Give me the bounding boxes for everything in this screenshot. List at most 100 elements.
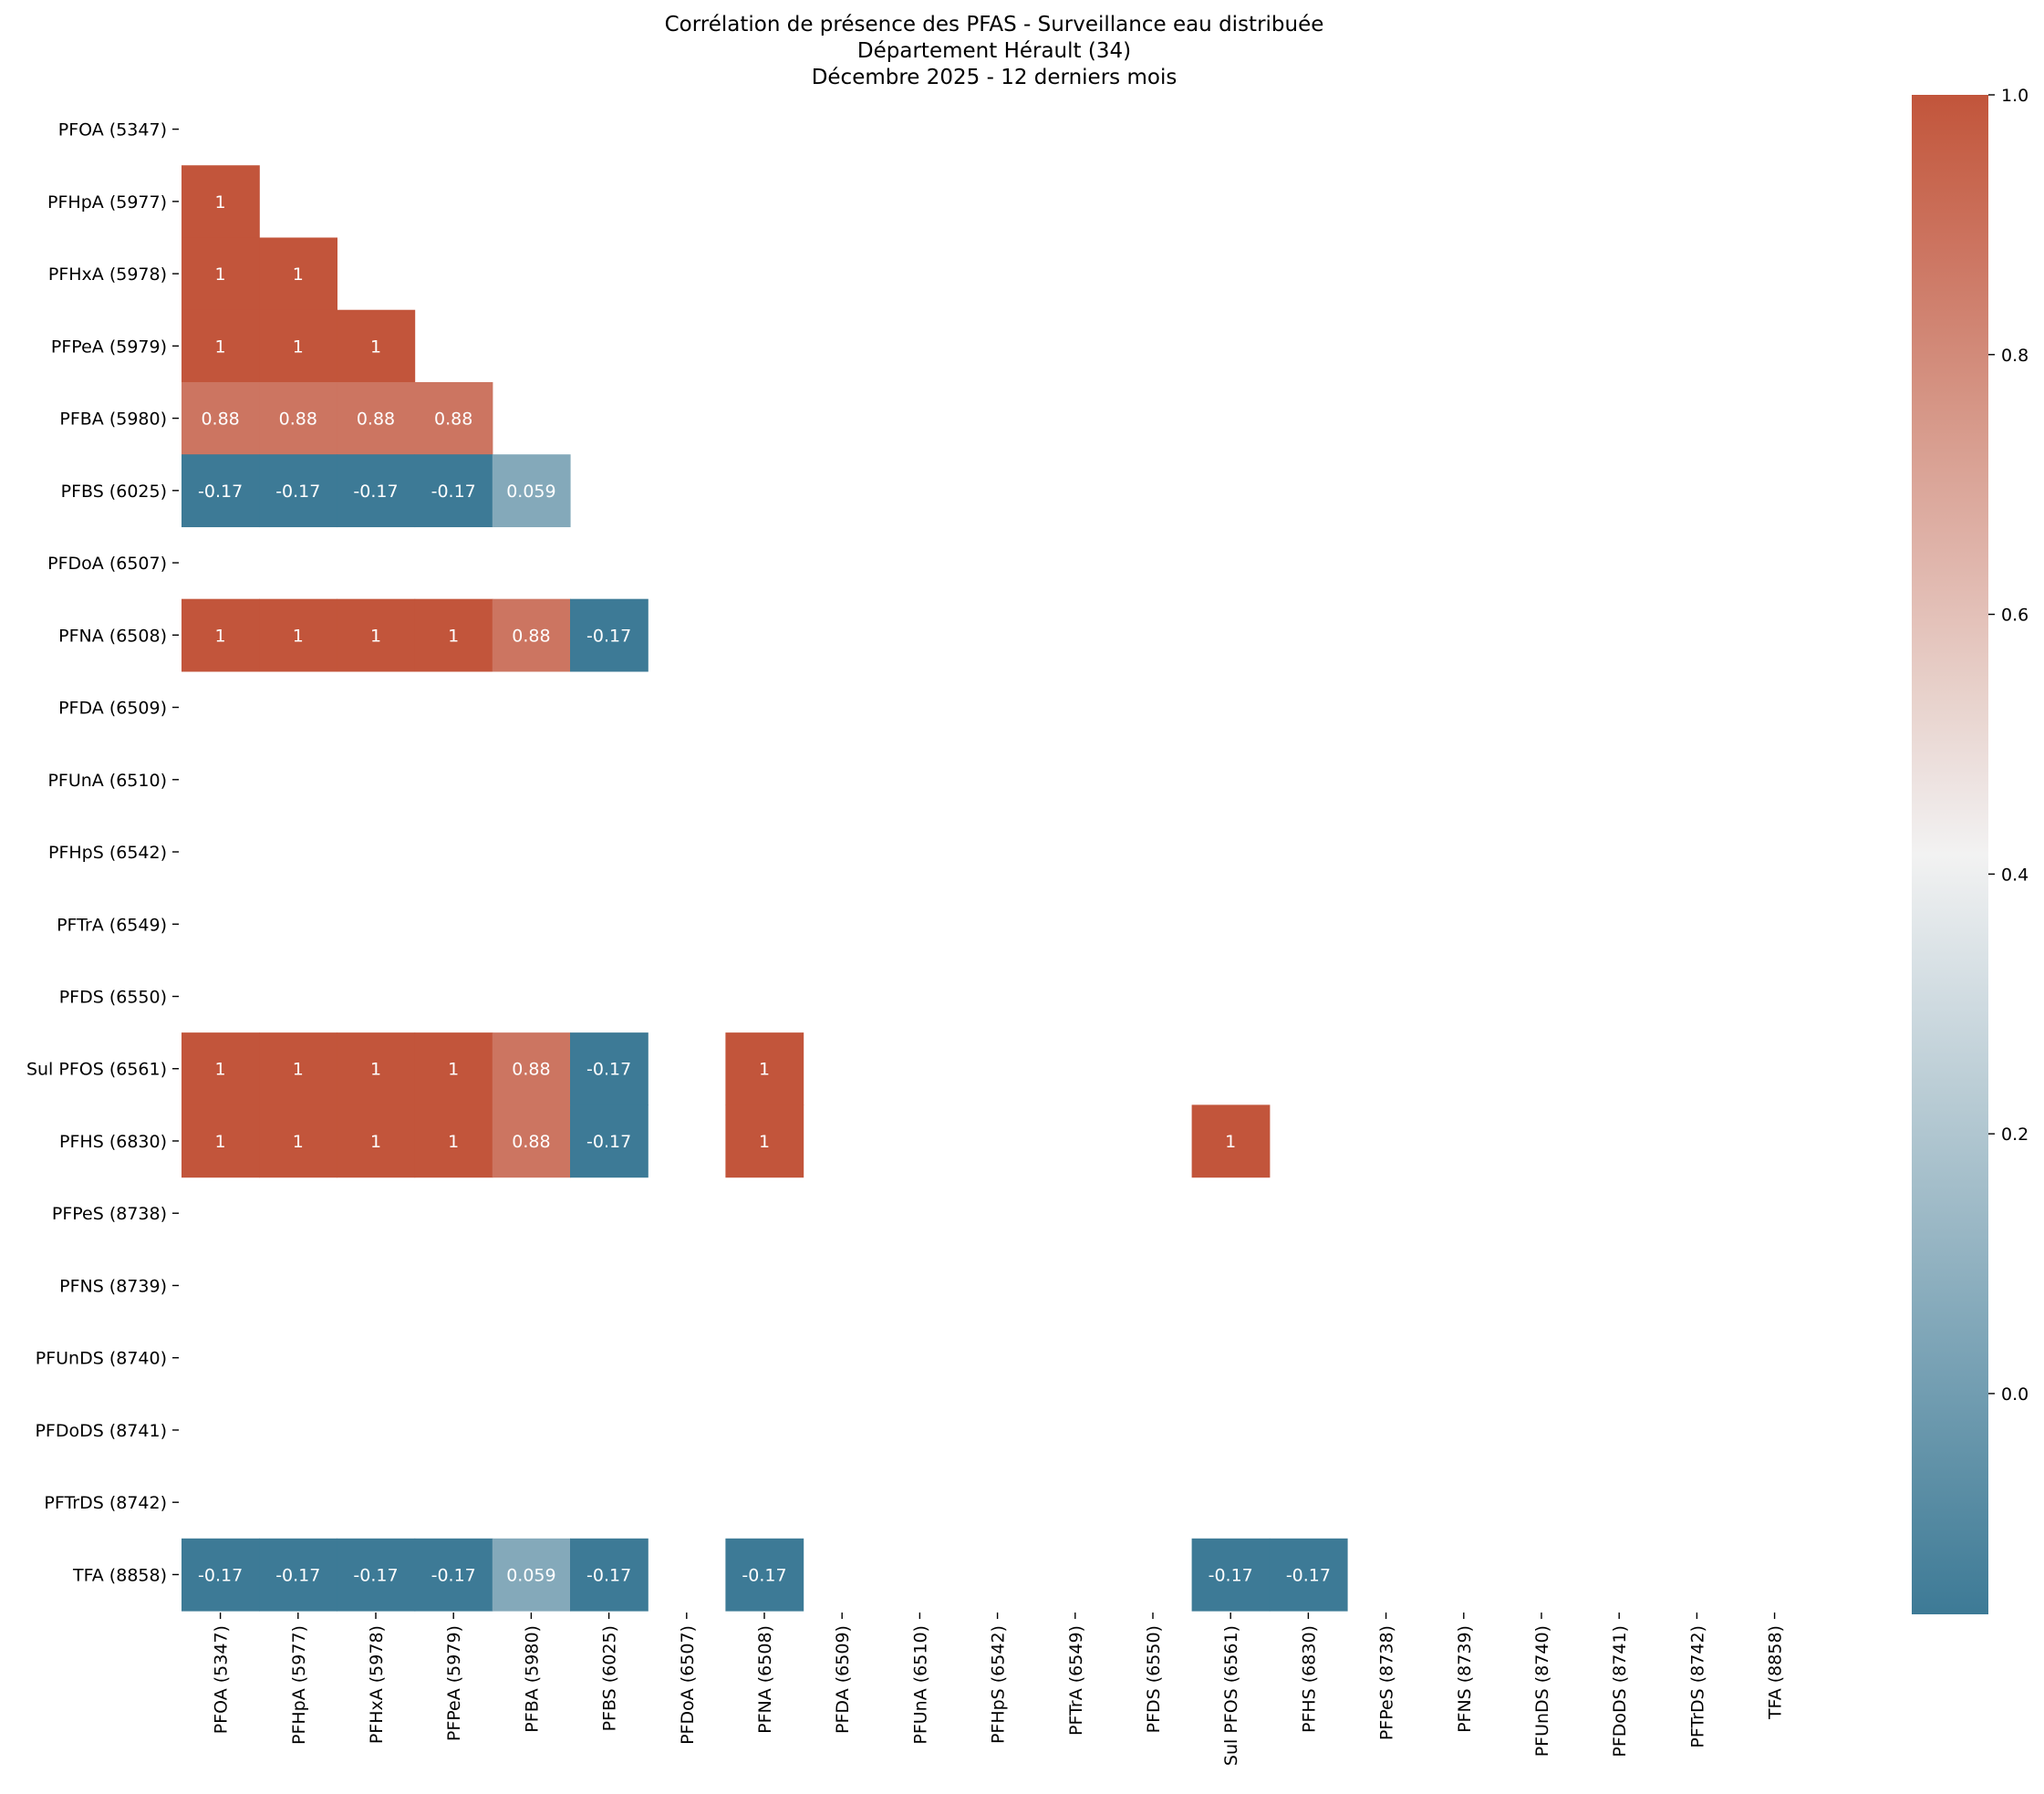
cell-value-label: 1 — [293, 264, 304, 285]
y-tick-label-pfdoa-6507: PFDoA (6507) — [47, 554, 167, 574]
heatmap-cell — [337, 598, 416, 672]
heatmap-cell — [182, 237, 260, 311]
cell-value-label: 1 — [759, 1060, 770, 1080]
y-tick-label-pfpea-5979: PFPeA (5979) — [51, 337, 167, 357]
x-tick-label-pfns-8739: PFNS (8739) — [1455, 1625, 1475, 1733]
cell-value-label: 0.059 — [506, 1565, 555, 1585]
heatmap-cell — [1269, 1538, 1348, 1612]
y-tick-label-pfbs-6025: PFBS (6025) — [61, 482, 167, 502]
y-tick-label-pfda-6509: PFDA (6509) — [58, 699, 167, 719]
y-tick-label-pfhxa-5978: PFHxA (5978) — [48, 264, 167, 285]
cell-value-label: 0.88 — [357, 410, 395, 430]
cell-value-label: 1 — [215, 626, 226, 646]
cell-value-label: 1 — [370, 337, 381, 357]
y-tick-label-pfuna-6510: PFUnA (6510) — [47, 771, 167, 791]
heatmap-cell — [259, 1032, 337, 1105]
x-tick-label-pfdoa-6507: PFDoA (6507) — [678, 1625, 698, 1745]
cell-value-label: 1 — [293, 1132, 304, 1152]
x-tick-label-sul-pfos-6561: Sul PFOS (6561) — [1221, 1625, 1241, 1766]
colorbar-tick-label: 0.6 — [2001, 606, 2028, 626]
cell-value-label: 1 — [448, 1132, 459, 1152]
cell-value-label: 0.88 — [512, 626, 550, 646]
cell-value-label: 1 — [370, 1132, 381, 1152]
x-tick-label-pftra-6549: PFTrA (6549) — [1066, 1625, 1086, 1736]
heatmap-cell — [492, 1032, 571, 1105]
heatmap-cell — [337, 1032, 416, 1105]
y-tick-label-pfunds-8740: PFUnDS (8740) — [36, 1349, 167, 1369]
cell-value-label: 0.059 — [506, 482, 555, 502]
y-tick-label-pftrds-8742: PFTrDS (8742) — [44, 1493, 167, 1513]
heatmap-cell — [337, 454, 416, 528]
x-tick-label-tfa-8858: TFA (8858) — [1766, 1625, 1786, 1720]
heatmap-cell — [414, 598, 493, 672]
heatmap-cell — [182, 454, 260, 528]
cell-value-label: 1 — [759, 1132, 770, 1152]
y-tick-label-pfna-6508: PFNA (6508) — [58, 626, 167, 646]
cell-value-label: -0.17 — [586, 626, 631, 646]
cell-value-label: -0.17 — [353, 482, 398, 502]
cell-value-label: 1 — [1225, 1132, 1236, 1152]
cell-value-label: -0.17 — [431, 482, 476, 502]
x-tick-label-pfhs-6830: PFHS (6830) — [1299, 1625, 1319, 1733]
heatmap-cell — [259, 598, 337, 672]
x-tick-label-pfpea-5979: PFPeA (5979) — [444, 1625, 464, 1741]
cell-value-label: 1 — [293, 1060, 304, 1080]
chart-title-line-1: Corrélation de présence des PFAS - Surve… — [665, 13, 1324, 36]
cell-value-label: 1 — [215, 337, 226, 357]
y-tick-label-tfa-8858: TFA (8858) — [72, 1565, 167, 1585]
colorbar: 0.0 0.2 0.4 0.6 0.8 1.0 — [1912, 86, 2028, 1614]
heatmap-cell — [259, 381, 337, 455]
heatmap-cell — [182, 598, 260, 672]
cell-value-label: -0.17 — [275, 482, 320, 502]
chart-title-line-2: Département Hérault (34) — [857, 39, 1131, 63]
x-tick-label-pfhpa-5977: PFHpA (5977) — [289, 1625, 309, 1745]
x-tick-label-pfoa-5347: PFOA (5347) — [212, 1625, 232, 1734]
colorbar-tick-label: 0.0 — [2001, 1384, 2028, 1405]
heatmap-cell — [337, 1538, 416, 1612]
heatmap-cell — [259, 309, 337, 383]
heatmap-cell — [414, 381, 493, 455]
x-tick-label-pfpes-8738: PFPeS (8738) — [1377, 1625, 1397, 1740]
cell-value-label: 1 — [215, 1132, 226, 1152]
cell-value-label: -0.17 — [586, 1565, 631, 1585]
heatmap-cell — [259, 237, 337, 311]
chart-title: Corrélation de présence des PFAS - Surve… — [665, 13, 1324, 89]
heatmap-cell — [337, 1104, 416, 1178]
heatmap-cell — [570, 1538, 648, 1612]
cell-value-label: 0.88 — [201, 410, 239, 430]
x-axis: PFOA (5347) PFHpA (5977) PFHxA (5978) PFPeA… — [212, 1613, 1786, 1766]
cell-value-label: -0.17 — [586, 1132, 631, 1152]
cell-value-label: 1 — [370, 1060, 381, 1080]
x-tick-label-pftrds-8742: PFTrDS (8742) — [1687, 1625, 1707, 1748]
x-tick-label-pfhps-6542: PFHpS (6542) — [989, 1625, 1009, 1744]
heatmap-cell — [337, 309, 416, 383]
heatmap-cell — [414, 1032, 493, 1105]
cell-value-label: -0.17 — [742, 1565, 786, 1585]
heatmap-cell — [725, 1032, 804, 1105]
heatmap-cell — [259, 1104, 337, 1178]
heatmap-cell — [492, 1538, 571, 1612]
heatmap-cells — [182, 165, 1348, 1612]
heatmap-cell — [570, 1104, 648, 1178]
x-tick-label-pfba-5980: PFBA (5980) — [522, 1625, 542, 1733]
heatmap-cell — [182, 165, 260, 239]
cell-value-label: -0.17 — [1209, 1565, 1253, 1585]
y-axis: PFOA (5347) PFHpA (5977) PFHxA (5978) PFPeA… — [26, 120, 179, 1585]
cell-value-label: -0.17 — [586, 1060, 631, 1080]
colorbar-tick-label: 0.2 — [2001, 1125, 2028, 1145]
cell-value-label: 1 — [370, 626, 381, 646]
heatmap-cell — [182, 1104, 260, 1178]
x-tick-label-pfhxa-5978: PFHxA (5978) — [367, 1625, 387, 1744]
heatmap-cell — [570, 598, 648, 672]
x-tick-label-pfda-6509: PFDA (6509) — [833, 1625, 853, 1734]
cell-value-label: 1 — [448, 626, 459, 646]
heatmap-cell — [414, 454, 493, 528]
heatmap-cell — [492, 454, 571, 528]
heatmap-cell — [492, 1104, 571, 1178]
cell-value-label: 1 — [215, 264, 226, 285]
cell-value-label: -0.17 — [198, 482, 243, 502]
cell-value-label: 0.88 — [512, 1132, 550, 1152]
y-tick-label-pfoa-5347: PFOA (5347) — [58, 120, 167, 140]
y-tick-label-pfpes-8738: PFPeS (8738) — [52, 1204, 167, 1224]
